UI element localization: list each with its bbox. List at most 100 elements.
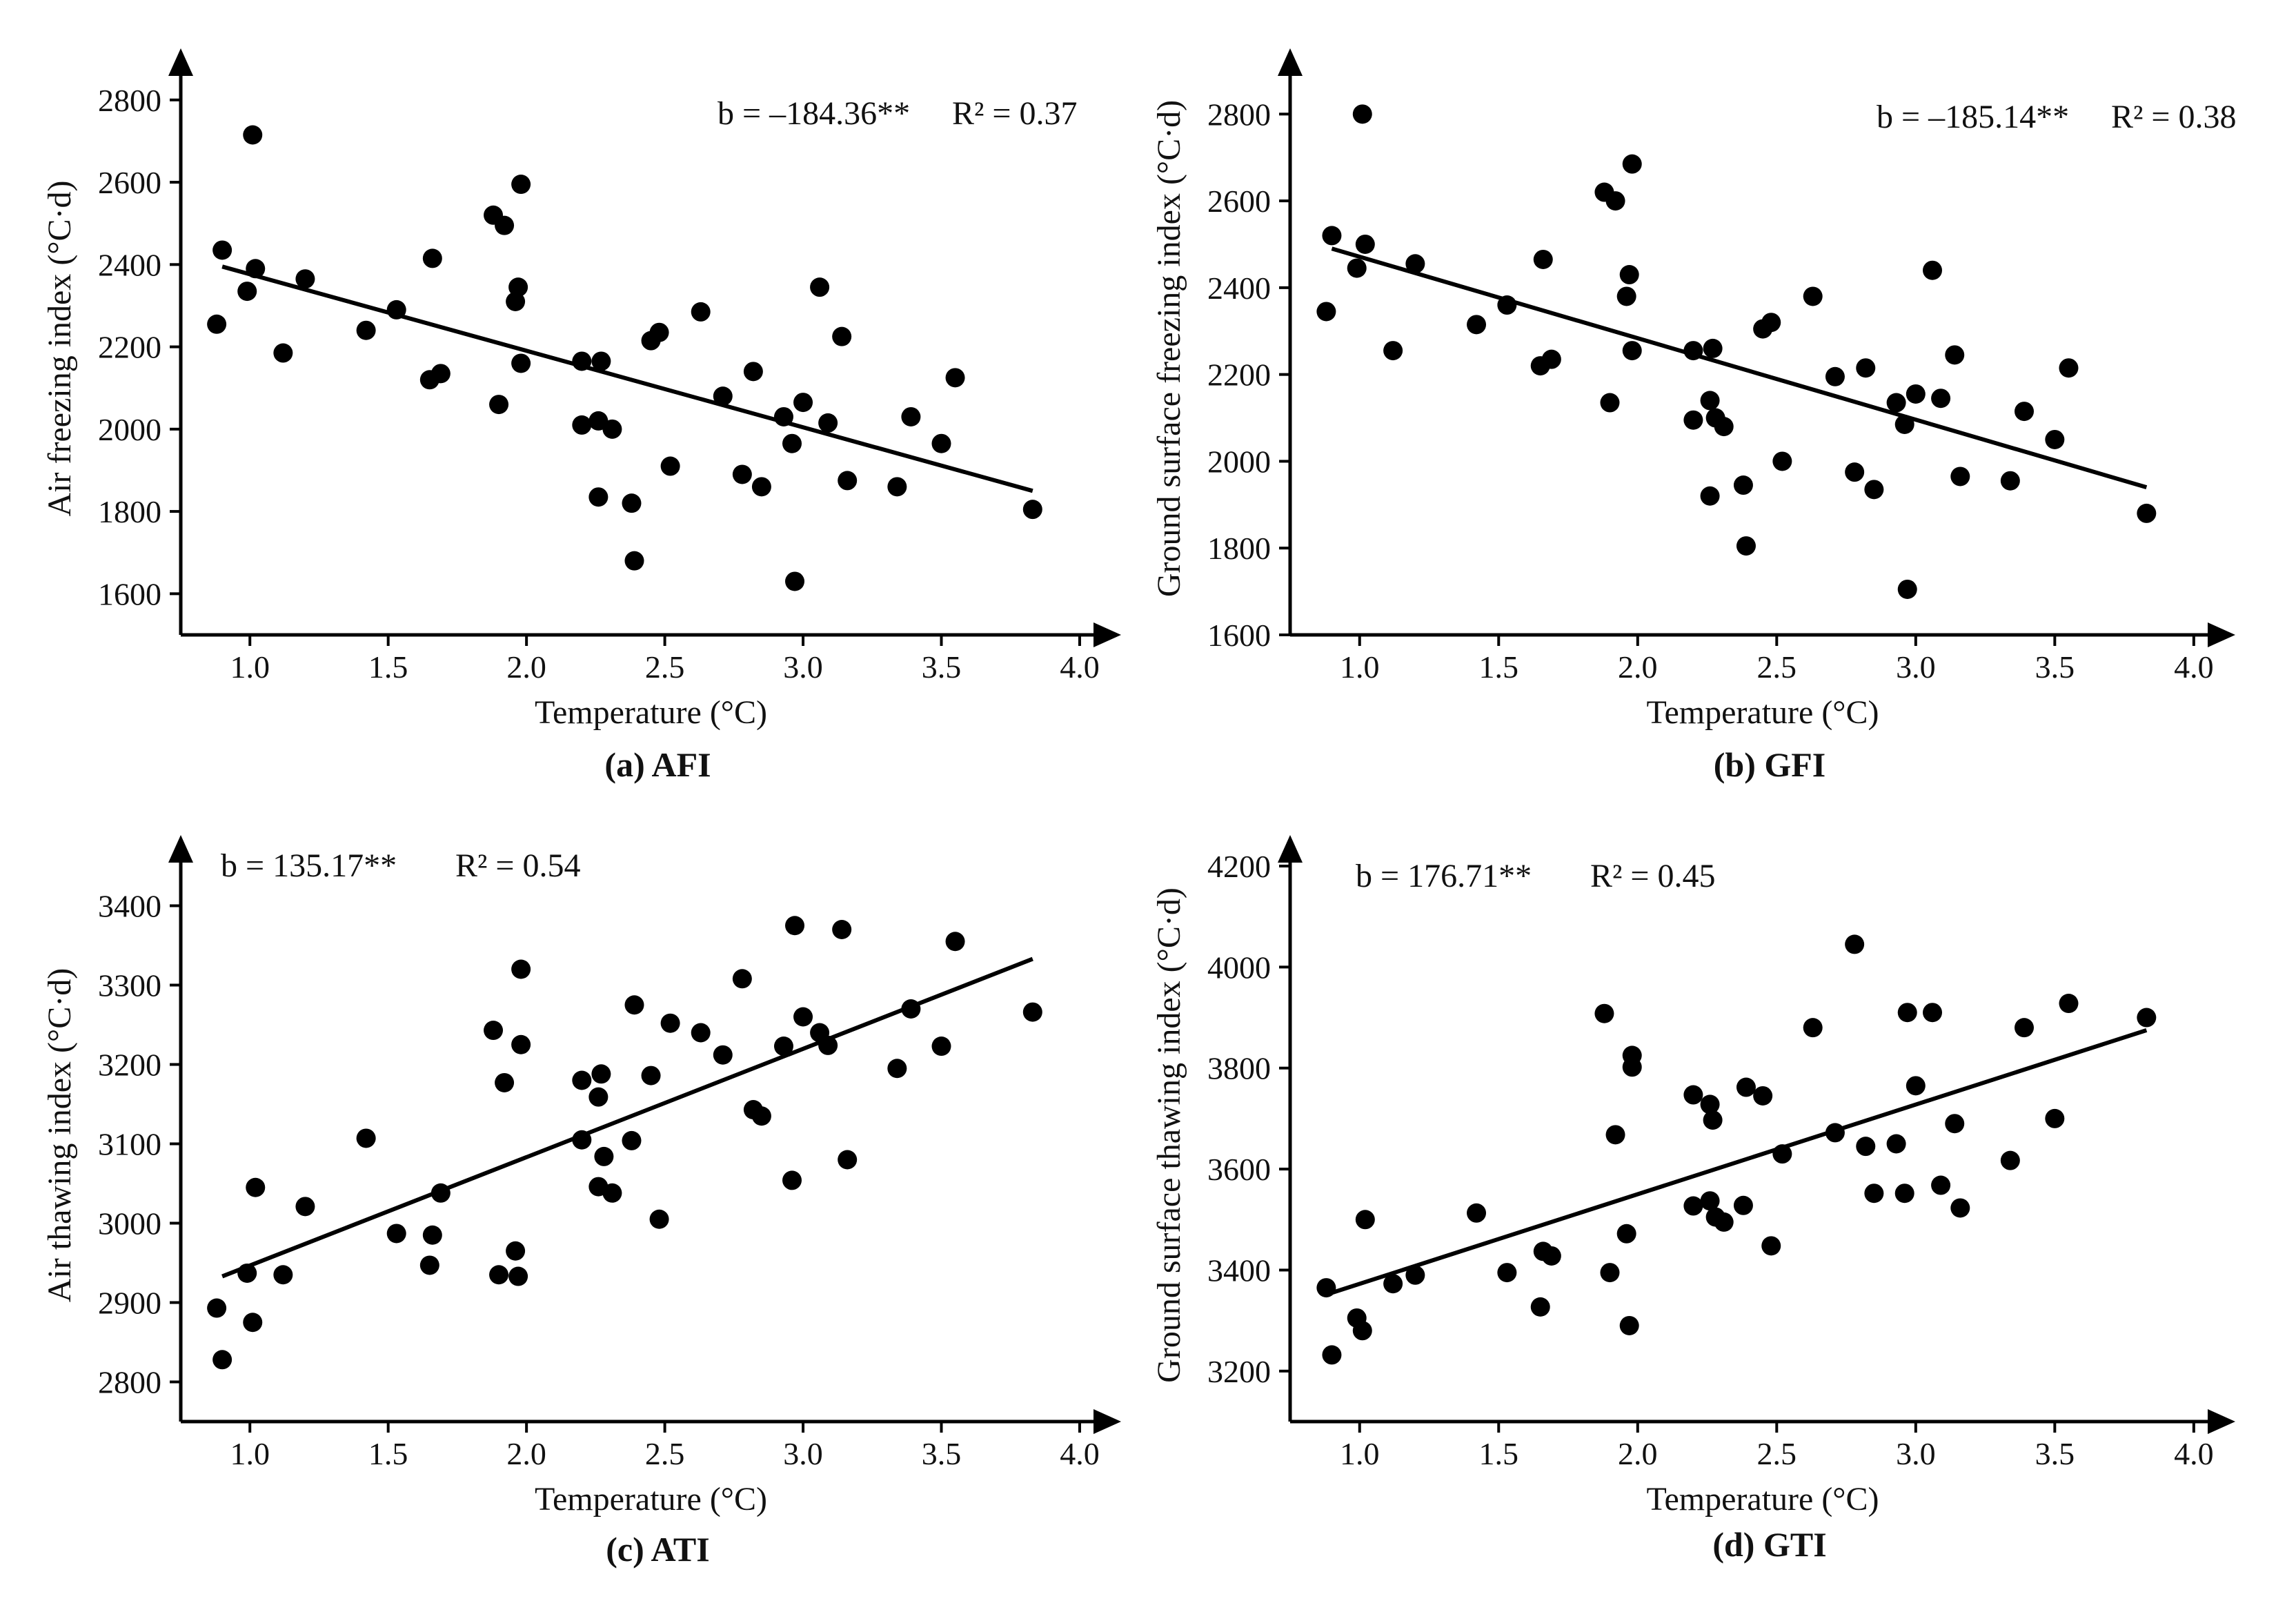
data-point [732, 969, 752, 989]
data-point [945, 932, 965, 952]
data-point [430, 1183, 451, 1203]
data-point [773, 406, 793, 426]
data-point [1700, 1191, 1720, 1211]
data-point [1700, 1094, 1720, 1114]
data-point [660, 456, 680, 476]
data-point [1347, 258, 1367, 278]
y-axis-label: Air freezing index (°C·d) [41, 180, 78, 516]
y-tick-label: 3600 [1207, 1152, 1271, 1187]
data-point [2000, 471, 2020, 491]
y-tick-label: 2600 [98, 165, 161, 200]
x-tick-label: 2.0 [1618, 649, 1658, 685]
data-point [1700, 391, 1720, 411]
data-point [1467, 1203, 1487, 1223]
data-point [622, 493, 642, 513]
data-point [1703, 1110, 1723, 1130]
data-point [691, 1023, 711, 1043]
data-point [649, 322, 669, 342]
x-tick-label: 4.0 [1060, 649, 1100, 685]
data-point [207, 314, 227, 334]
data-point [1700, 486, 1720, 506]
data-point [660, 1013, 680, 1033]
data-point [511, 175, 531, 195]
data-point [1322, 226, 1342, 246]
data-point [273, 343, 293, 363]
panel-afi: 1.0 1.5 2.0 2.5 3.0 3.5 4.0 1600 1800 2000 2200 240… [41, 48, 1121, 784]
x-tick-label: 2.5 [645, 1436, 685, 1471]
data-point [1714, 1212, 1734, 1232]
data-point [1683, 410, 1703, 430]
data-point [588, 487, 608, 507]
y-tick-label: 3800 [1207, 1051, 1271, 1086]
x-axis-label: Temperature (°C) [535, 1481, 767, 1517]
data-point [246, 259, 266, 279]
data-point [2000, 1150, 2020, 1170]
data-point [508, 1266, 528, 1286]
data-point [1352, 1321, 1372, 1341]
data-point [508, 277, 528, 297]
data-point [430, 364, 451, 384]
data-point [506, 1241, 526, 1261]
regression-line [221, 264, 1033, 493]
data-point [495, 215, 515, 235]
y-tick-label: 1800 [98, 494, 161, 529]
regression-stats: b = 135.17** R² = 0.54 [221, 847, 580, 884]
data-point [1714, 417, 1734, 437]
data-point [273, 1265, 293, 1285]
data-point [1894, 414, 1914, 434]
data-point [484, 1021, 504, 1041]
data-point [511, 353, 531, 373]
y-tick-label: 2400 [1207, 271, 1271, 306]
data-point [1825, 366, 1845, 386]
data-point [945, 368, 965, 388]
data-point [1856, 1137, 1876, 1157]
data-point [1616, 286, 1636, 306]
data-point [1530, 1297, 1550, 1317]
data-point [743, 362, 763, 382]
data-point [832, 326, 852, 346]
r-squared-label: R² = 0.45 [1590, 858, 1715, 894]
data-point [591, 351, 611, 371]
data-point [751, 1106, 771, 1126]
data-point [931, 433, 951, 453]
data-point [1683, 1085, 1703, 1105]
data-point [887, 477, 907, 497]
data-point [1405, 254, 1425, 274]
regression-stats: b = 176.71** R² = 0.45 [1356, 858, 1715, 894]
data-point [572, 351, 592, 371]
data-point [1605, 191, 1625, 211]
data-point [1022, 500, 1042, 520]
data-point [1825, 1123, 1845, 1143]
x-tick-label: 3.5 [2035, 649, 2075, 685]
data-point [1856, 358, 1876, 378]
data-point [1383, 1274, 1403, 1294]
x-axis-label: Temperature (°C) [1646, 694, 1879, 731]
regression-line [1331, 1028, 2148, 1295]
data-point [1622, 341, 1642, 361]
data-point [237, 1263, 257, 1283]
data-point [1316, 302, 1336, 322]
y-tick-label: 2900 [98, 1286, 161, 1321]
data-point [1886, 1134, 1906, 1154]
y-tick-label: 2200 [98, 330, 161, 365]
data-point [591, 1064, 611, 1084]
data-point [511, 959, 531, 979]
x-tick-label: 3.0 [1896, 649, 1936, 685]
regression-line [1331, 246, 2148, 490]
data-point [594, 1146, 614, 1166]
data-point [489, 395, 509, 415]
x-tick-label: 3.5 [922, 649, 962, 685]
data-point [1845, 934, 1865, 954]
data-point [1316, 1278, 1336, 1298]
data-point [931, 1037, 951, 1057]
data-point [2059, 358, 2079, 378]
x-tick-label: 1.5 [368, 1436, 408, 1471]
y-tick-label: 1800 [1207, 531, 1271, 566]
data-point [782, 1170, 802, 1190]
y-tick-label: 3100 [98, 1127, 161, 1162]
data-point [1355, 1210, 1375, 1230]
data-point [489, 1265, 509, 1285]
data-point [1733, 1195, 1753, 1215]
y-tick-label: 2000 [98, 412, 161, 447]
data-point [622, 1130, 642, 1150]
